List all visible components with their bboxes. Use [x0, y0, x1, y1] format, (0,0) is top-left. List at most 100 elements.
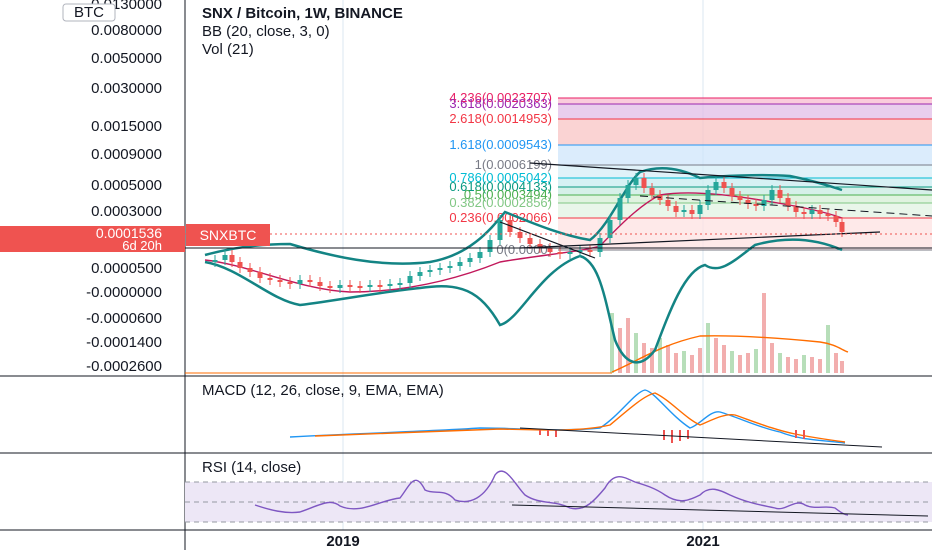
candle-body [557, 252, 563, 254]
candle-body [367, 285, 373, 287]
candle-body [607, 220, 613, 238]
bb-upper [204, 166, 843, 265]
candle-body [427, 270, 433, 272]
volume-bar [722, 345, 726, 373]
candle-body [527, 238, 533, 244]
volume-bar [658, 338, 662, 373]
volume-bar [840, 361, 844, 373]
candle-body [587, 250, 593, 252]
volume-bar [826, 325, 830, 373]
volume-bar [674, 353, 678, 373]
candle-body [387, 284, 393, 286]
volume-bars [185, 293, 849, 374]
fib-zone [558, 178, 932, 187]
symbol-tag [186, 224, 270, 246]
rsi-pane [254, 470, 849, 516]
candlesticks [212, 173, 845, 293]
volume-bar [682, 351, 686, 373]
fib-zone [558, 119, 932, 145]
candle-body [437, 268, 443, 270]
candle-body [297, 280, 303, 284]
volume-bar [698, 348, 702, 373]
candle-body [407, 276, 413, 283]
x-tick-label: 2019 [326, 533, 359, 550]
candle-body [753, 204, 759, 206]
volume-bar [738, 355, 742, 373]
y-tick-label: 0.0050000 [91, 50, 162, 67]
price-axis[interactable]: 0.01300000.00800000.00500000.00300000.00… [86, 0, 162, 375]
fib-level-label: 0.786(0.0005042) [449, 170, 552, 185]
candle-body [777, 190, 783, 198]
candle-body [467, 258, 473, 262]
trendline-upper[interactable] [529, 162, 932, 191]
candle-body [825, 214, 831, 216]
volume-bar [810, 357, 814, 373]
volume-bar [794, 359, 798, 373]
rsi-legend[interactable]: RSI (14, close) [202, 459, 301, 476]
volume-bar [786, 357, 790, 373]
volume-bar [770, 343, 774, 373]
candle-body [447, 266, 453, 268]
candle-body [713, 182, 719, 190]
volume-bar [730, 351, 734, 373]
candle-body [212, 260, 218, 262]
fib-zone [558, 203, 932, 218]
candle-body [229, 255, 235, 262]
candle-body [649, 188, 655, 195]
volume-bar [610, 313, 614, 373]
trendlines[interactable] [185, 162, 932, 259]
currency-tag-box [62, 3, 116, 22]
candle-body [673, 206, 679, 212]
macd-trendline[interactable] [519, 427, 883, 448]
candle-body [641, 178, 647, 188]
y-tick-label: 0.0030000 [91, 80, 162, 97]
candle-body [547, 248, 553, 252]
macd-legend[interactable]: MACD (12, 26, close, 9, EMA, EMA) [202, 382, 444, 399]
candle-body [625, 185, 631, 198]
candle-body [317, 282, 323, 286]
candle-body [267, 278, 273, 280]
candle-body [633, 178, 639, 185]
symbol-tag-text: SNXBTC [200, 227, 257, 243]
vol-legend[interactable]: Vol (21) [202, 41, 254, 58]
macd-signal [314, 392, 846, 443]
volume-bar [690, 355, 694, 373]
volume-bar [778, 353, 782, 373]
y-tick-label: -0.0000000 [86, 284, 162, 301]
candle-body [761, 200, 767, 206]
fib-level-label: 0.618(0.0004133) [449, 179, 552, 194]
candle-body [307, 280, 313, 282]
fib-level-label: 3.618(0.0020363) [449, 96, 552, 111]
trendline-dashed[interactable] [639, 195, 932, 217]
volume-bar [634, 333, 638, 373]
fib-level-label: 1(0.0006199) [475, 157, 552, 172]
candle-body [745, 200, 751, 204]
volume-bar [746, 353, 750, 373]
trendline-drop[interactable] [499, 221, 596, 259]
volume-bar [706, 323, 710, 373]
candle-body [487, 240, 493, 252]
candle-body [417, 272, 423, 276]
candle-body [801, 212, 807, 214]
candle-body [377, 285, 383, 287]
candle-body [517, 232, 523, 238]
volume-bar [802, 355, 806, 373]
fib-zone [558, 187, 932, 195]
candle-body [705, 190, 711, 205]
candle-body [457, 262, 463, 266]
chart-title: SNX / Bitcoin, 1W, BINANCE [202, 5, 403, 22]
bb-lower [204, 238, 843, 364]
y-tick-label: 0.0000500 [91, 260, 162, 277]
volume-bar [818, 359, 822, 373]
rsi-line [254, 470, 849, 516]
candle-body [721, 182, 727, 188]
last-price-value: 0.0001536 [96, 225, 162, 241]
volume-bar [762, 293, 766, 373]
fib-level-label: 0.382(0.0002856) [449, 195, 552, 210]
rsi-trendline[interactable] [511, 504, 929, 517]
fib-level-label: 0.5(0.0003494) [464, 187, 552, 202]
bb-legend[interactable]: BB (20, close, 3, 0) [202, 23, 330, 40]
fibonacci-extension[interactable]: 4.236(0.0023707)3.618(0.0020363)2.618(0.… [449, 90, 932, 257]
trendline-lower[interactable] [519, 231, 881, 249]
